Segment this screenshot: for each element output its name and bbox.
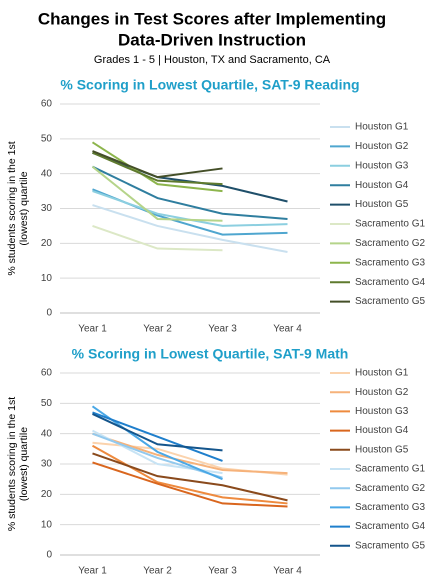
legend-label: Sacramento G2 <box>355 483 425 494</box>
series-line <box>91 165 223 222</box>
series-line <box>92 165 288 220</box>
legend-label: Houston G2 <box>355 141 409 152</box>
y-tick-label: 10 <box>41 273 53 284</box>
y-axis-title: % students scoring in the 1st <box>6 397 18 531</box>
y-tick-label: 60 <box>41 99 53 110</box>
y-tick-label: 0 <box>46 308 52 319</box>
legend-label: Sacramento G5 <box>355 296 425 307</box>
series-line <box>92 413 223 452</box>
chart-title: % Scoring in Lowest Quartile, SAT-9 Read… <box>60 77 359 93</box>
y-tick-label: 30 <box>41 459 53 470</box>
y-tick-label: 0 <box>46 550 52 561</box>
legend-label: Sacramento G1 <box>355 464 425 475</box>
y-tick-label: 20 <box>41 238 53 249</box>
series-line <box>92 432 288 475</box>
legend-label: Sacramento G2 <box>355 238 425 249</box>
series-line <box>92 188 288 236</box>
series-line <box>92 151 223 186</box>
legend-label: Sacramento G4 <box>355 277 425 288</box>
y-tick-label: 50 <box>41 398 53 409</box>
series-line <box>92 461 288 508</box>
legend-label: Sacramento G5 <box>355 540 425 551</box>
legend-label: Houston G5 <box>355 444 409 455</box>
x-tick-label: Year 4 <box>273 324 302 335</box>
y-tick-label: 20 <box>41 489 53 500</box>
y-tick-label: 60 <box>41 368 53 379</box>
legend-label: Houston G3 <box>355 406 409 417</box>
page-title: Changes in Test Scores after Implementin… <box>38 9 386 28</box>
legend-label: Houston G1 <box>355 368 409 379</box>
y-axis-title: (lowest) quartile <box>18 171 30 245</box>
legend-label: Houston G2 <box>355 387 409 398</box>
page-title: Data-Driven Instruction <box>118 30 306 49</box>
y-tick-label: 10 <box>41 519 53 530</box>
legend-label: Sacramento G3 <box>355 502 425 513</box>
legend-label: Houston G3 <box>355 160 409 171</box>
legend-label: Houston G1 <box>355 122 409 133</box>
series-line <box>91 141 223 193</box>
y-tick-label: 50 <box>41 133 53 144</box>
x-tick-label: Year 3 <box>208 566 237 577</box>
series-line <box>92 452 288 502</box>
x-tick-label: Year 2 <box>143 324 172 335</box>
y-tick-label: 40 <box>41 168 53 179</box>
x-tick-label: Year 2 <box>143 566 172 577</box>
legend-label: Sacramento G4 <box>355 521 425 532</box>
chart-title: % Scoring in Lowest Quartile, SAT-9 Math <box>72 346 349 362</box>
x-tick-label: Year 1 <box>78 566 107 577</box>
series-line <box>92 150 223 179</box>
legend-label: Houston G5 <box>355 199 409 210</box>
legend-label: Houston G4 <box>355 180 409 191</box>
legend-label: Houston G4 <box>355 425 409 436</box>
series-line <box>92 204 288 254</box>
x-tick-label: Year 1 <box>78 324 107 335</box>
y-tick-label: 30 <box>41 203 53 214</box>
legend-label: Sacramento G3 <box>355 257 425 268</box>
x-tick-label: Year 3 <box>208 324 237 335</box>
series-line <box>92 411 223 462</box>
page-subtitle: Grades 1 - 5 | Houston, TX and Sacrament… <box>94 54 331 66</box>
y-tick-label: 40 <box>41 428 53 439</box>
legend-label: Sacramento G1 <box>355 219 425 230</box>
y-axis-title: % students scoring in the 1st <box>6 141 18 275</box>
x-tick-label: Year 4 <box>273 566 302 577</box>
series-line <box>92 224 223 252</box>
y-axis-title: (lowest) quartile <box>18 427 30 501</box>
